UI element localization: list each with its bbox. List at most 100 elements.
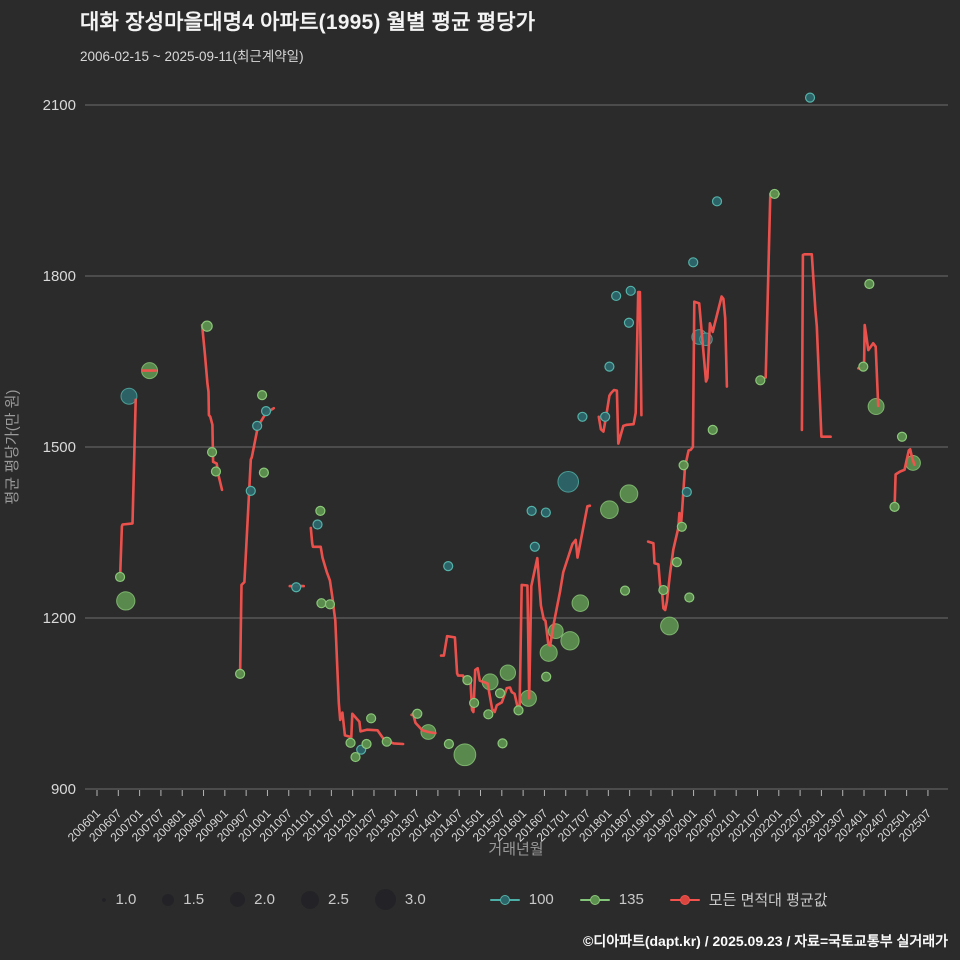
scatter-point-100 (526, 505, 537, 516)
copyright-source-note: ©디아파트(dapt.kr) / 2025.09.23 / 자료=국토교통부 실… (583, 933, 948, 949)
average-line-segment (893, 447, 916, 509)
grid-and-axes: 9001200150018002100200601200607200701200… (4, 97, 948, 858)
legend-size-label: 2.5 (328, 891, 349, 908)
legend-size-1.5[interactable]: 1.5 (162, 891, 204, 908)
average-line-segment (200, 323, 224, 492)
average-line-segment (118, 398, 137, 579)
scatter-point-135 (116, 591, 136, 611)
scatter-point-135 (769, 188, 780, 200)
scatter-point-135 (755, 375, 766, 386)
legend-size-3.0[interactable]: 3.0 (374, 889, 426, 910)
scatter-point-135 (258, 467, 269, 478)
scatter-point-100 (623, 317, 635, 328)
scatter-point-100 (577, 411, 588, 422)
y-tick-label: 900 (51, 781, 76, 798)
line-dot-marker-icon (489, 894, 520, 905)
scatter-point-135 (619, 484, 639, 504)
size-dot-icon (374, 889, 396, 910)
scatter-point-135 (499, 664, 517, 681)
scatter-point-135 (412, 708, 423, 719)
average-line-segment (238, 406, 276, 676)
chart-header: 대화 장성마을대명4 아파트(1995) 월별 평균 평당가 2006-02-1… (80, 6, 535, 65)
scatter-dots (114, 92, 908, 763)
scatter-point-135 (366, 713, 377, 724)
scatter-point-135 (257, 390, 268, 401)
scatter-point-100 (557, 470, 580, 493)
y-tick-label: 2100 (43, 97, 76, 114)
scatter-point-135 (361, 738, 372, 750)
scatter-point-100 (625, 285, 636, 296)
scatter-point-135 (316, 598, 327, 609)
scatter-point-135 (210, 466, 222, 477)
scatter-point-100 (711, 196, 723, 207)
legend-series-135[interactable]: 135 (579, 891, 644, 908)
scatter-point-135 (619, 585, 631, 596)
scatter-point-100 (291, 582, 302, 593)
scatter-point-135 (571, 594, 590, 612)
scatter-point-100 (688, 257, 699, 268)
scatter-point-100 (312, 519, 323, 530)
legend-size-label: 3.0 (404, 891, 426, 908)
scatter-point-135 (707, 424, 718, 435)
legend-size-2.5[interactable]: 2.5 (301, 890, 349, 909)
scatter-point-100 (600, 411, 611, 422)
scatter-point-135 (453, 743, 477, 767)
scatter-point-135 (671, 557, 682, 568)
scatter-point-100 (120, 387, 138, 405)
scatter-point-135 (684, 592, 695, 603)
scatter-point-135 (350, 751, 361, 763)
scatter-point-100 (540, 507, 551, 518)
scatter-point-135 (676, 521, 687, 532)
average-line-segment (309, 526, 405, 746)
page-subtitle: 2006-02-15 ~ 2025-09-11(최근계약일) (80, 49, 304, 64)
scatter-point-135 (494, 688, 506, 699)
y-tick-label: 1500 (43, 439, 76, 456)
scatter-point-135 (600, 500, 619, 520)
scatter-point-135 (678, 460, 689, 471)
scatter-point-100 (252, 420, 263, 432)
scatter-point-135 (864, 278, 875, 290)
average-line-segment (758, 192, 781, 382)
size-dot-icon (301, 890, 320, 909)
scatter-point-135 (541, 671, 552, 682)
scatter-point-100 (611, 290, 622, 302)
scatter-point-135 (324, 599, 336, 610)
scatter-point-135 (469, 697, 480, 709)
scatter-point-135 (443, 738, 455, 750)
scatter-point-100 (804, 92, 816, 103)
scatter-point-100 (260, 405, 272, 417)
scatter-point-100 (443, 561, 454, 572)
legend-size-label: 1.0 (115, 891, 137, 908)
average-line-segment (646, 295, 729, 612)
y-axis-title: 평균 평당가(만 원) (4, 390, 21, 505)
scatter-point-135 (896, 431, 908, 442)
scatter-point-135 (660, 616, 679, 636)
scatter-point-135 (539, 643, 558, 662)
legend-series-100[interactable]: 100 (489, 891, 554, 908)
legend-size-2.0[interactable]: 2.0 (230, 891, 275, 908)
scatter-point-135 (206, 447, 218, 458)
average-line-segment (800, 253, 832, 439)
scatter-point-135 (560, 631, 580, 651)
scatter-bubbles (116, 329, 921, 767)
scatter-point-100 (604, 361, 615, 372)
scatter-point-135 (114, 571, 126, 583)
size-dot-icon (162, 893, 175, 906)
legend-series-average[interactable]: 모든 면적대 평균값 (669, 889, 828, 910)
scatter-point-135 (381, 736, 392, 747)
scatter-point-135 (658, 584, 669, 596)
legend-size-label: 1.5 (183, 891, 205, 908)
chart-legend: 1.0 1.5 2.0 2.5 3.0 100 135 (0, 889, 930, 910)
scatter-point-100 (245, 485, 256, 496)
scatter-point-135 (513, 705, 524, 716)
scatter-point-135 (345, 737, 356, 748)
legend-size-1.0[interactable]: 1.0 (102, 891, 136, 908)
line-dot-marker-icon (669, 894, 700, 905)
y-tick-label: 1200 (43, 610, 76, 627)
x-axis-title: 거래년월 (488, 841, 543, 858)
scatter-point-135 (497, 738, 508, 749)
scatter-point-135 (462, 675, 473, 686)
scatter-point-135 (201, 320, 213, 332)
scatter-point-135 (235, 668, 246, 679)
